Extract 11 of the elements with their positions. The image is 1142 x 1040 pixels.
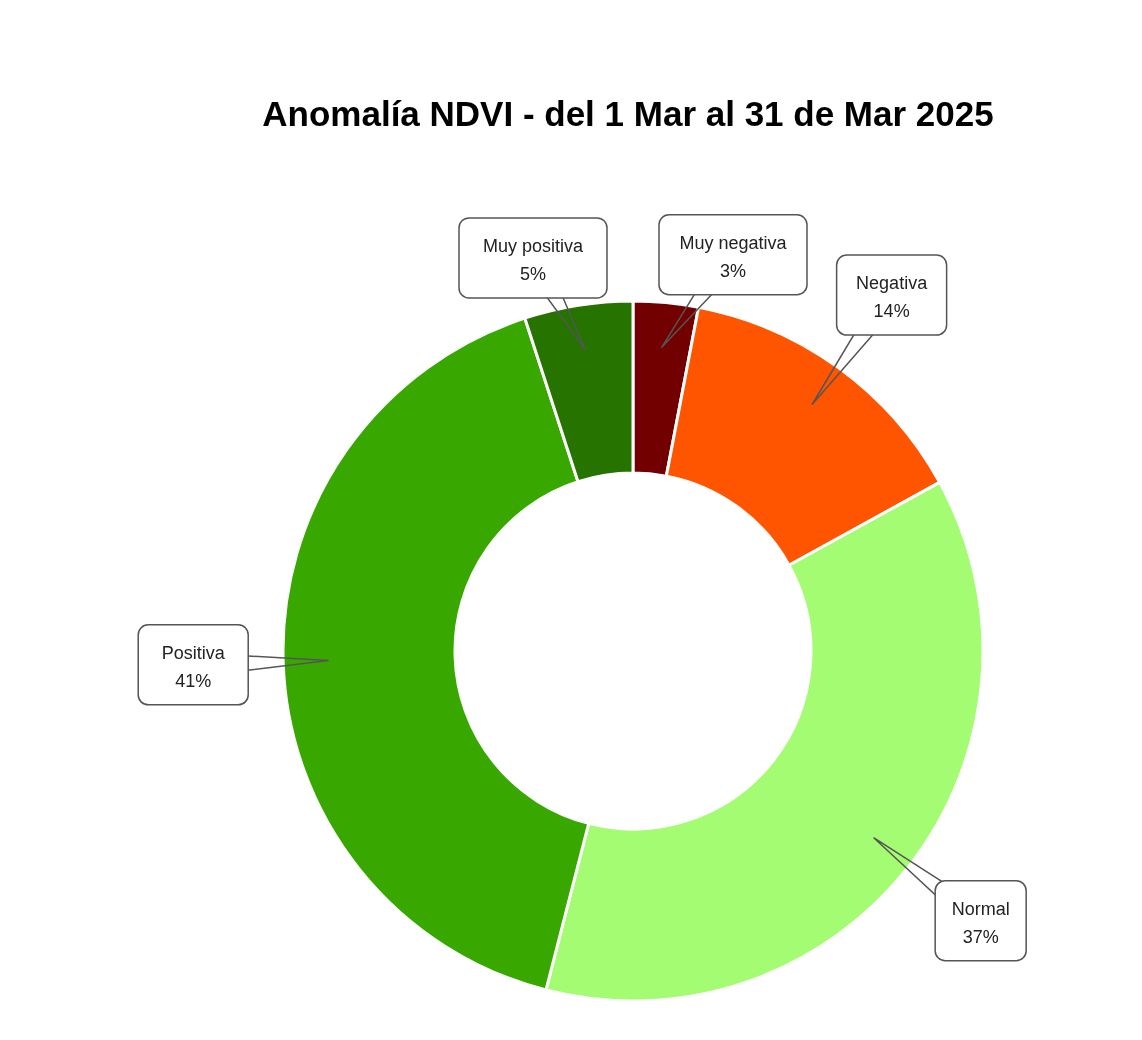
slice-label: Positiva (161, 642, 226, 663)
slice-label: Normal (951, 898, 1010, 919)
data-label: 41% (175, 670, 212, 691)
slice-label: Negativa (856, 273, 929, 294)
data-label: 5% (519, 263, 547, 284)
slice-label: Muy positiva (482, 235, 584, 256)
chart-title: Anomalía NDVI - del 1 Mar al 31 de Mar 2025 (262, 94, 994, 133)
data-label: 3% (719, 260, 747, 281)
data-label: 14% (873, 301, 910, 322)
slice-label: Muy negativa (679, 232, 788, 253)
data-label: 37% (962, 926, 999, 947)
